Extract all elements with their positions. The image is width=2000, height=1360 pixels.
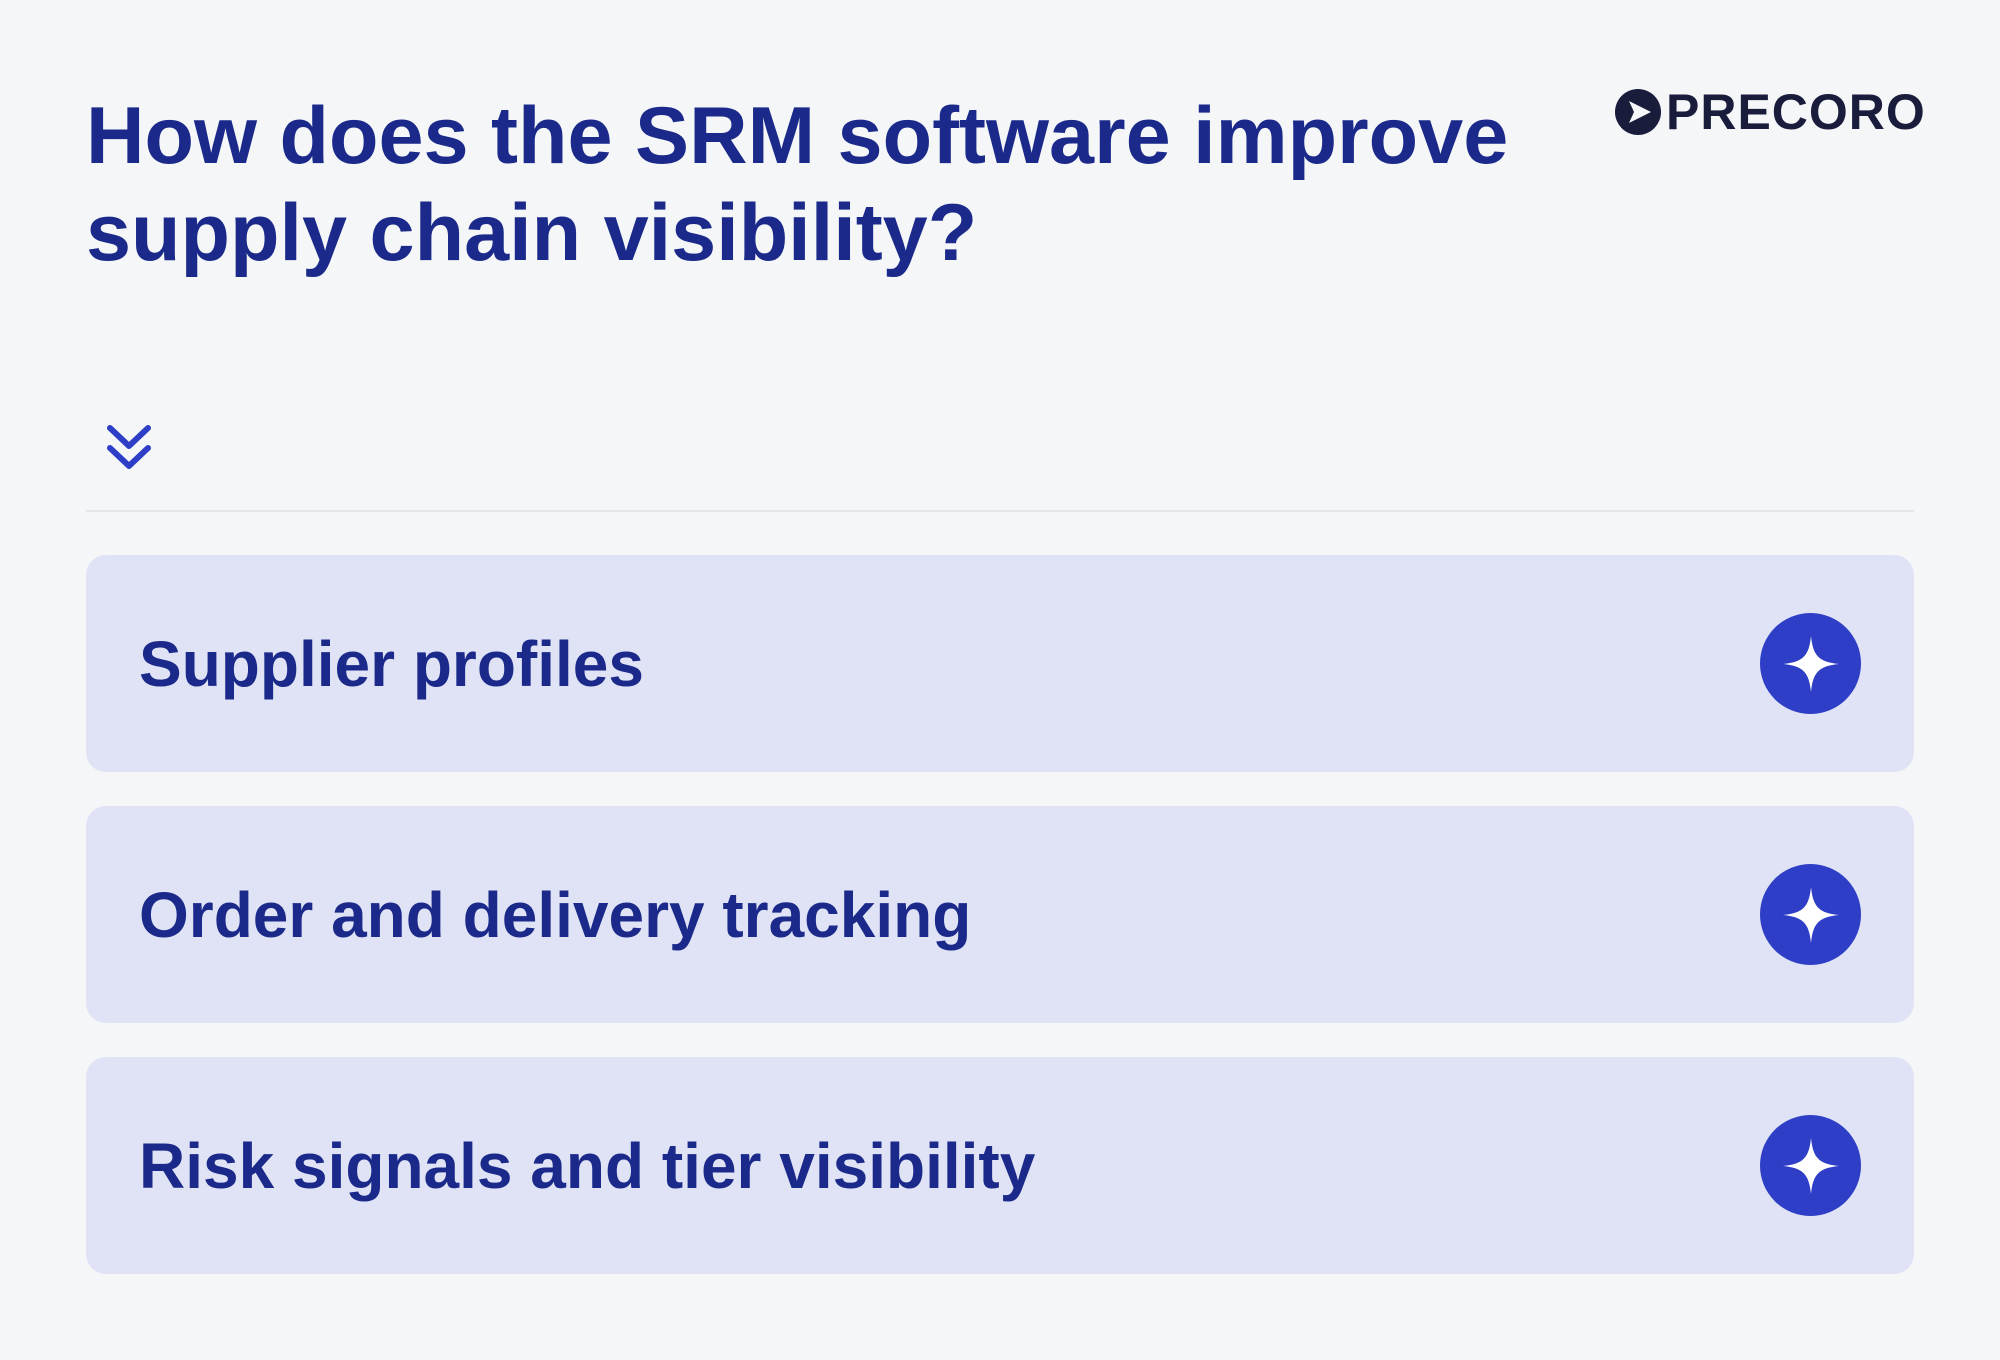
list-item-label: Risk signals and tier visibility	[139, 1129, 1036, 1202]
feature-list: Supplier profiles Order and delivery tra…	[86, 555, 1914, 1308]
double-chevron-down-icon[interactable]	[104, 422, 154, 476]
divider	[86, 510, 1914, 512]
brand-name: PRECORO	[1666, 84, 1926, 140]
sparkle-icon[interactable]	[1760, 1115, 1861, 1216]
list-item-order-tracking[interactable]: Order and delivery tracking	[86, 806, 1914, 1023]
sparkle-icon[interactable]	[1760, 613, 1861, 714]
brand-logo: PRECORO	[1614, 86, 1926, 138]
list-item-supplier-profiles[interactable]: Supplier profiles	[86, 555, 1914, 772]
page-title: How does the SRM software improve supply…	[86, 91, 1509, 278]
page: How does the SRM software improve supply…	[86, 0, 1925, 1360]
list-item-risk-signals[interactable]: Risk signals and tier visibility	[86, 1057, 1914, 1274]
list-item-label: Supplier profiles	[139, 627, 644, 700]
list-item-label: Order and delivery tracking	[139, 878, 972, 951]
play-arrow-logo-icon	[1615, 89, 1661, 135]
sparkle-icon[interactable]	[1760, 864, 1861, 965]
